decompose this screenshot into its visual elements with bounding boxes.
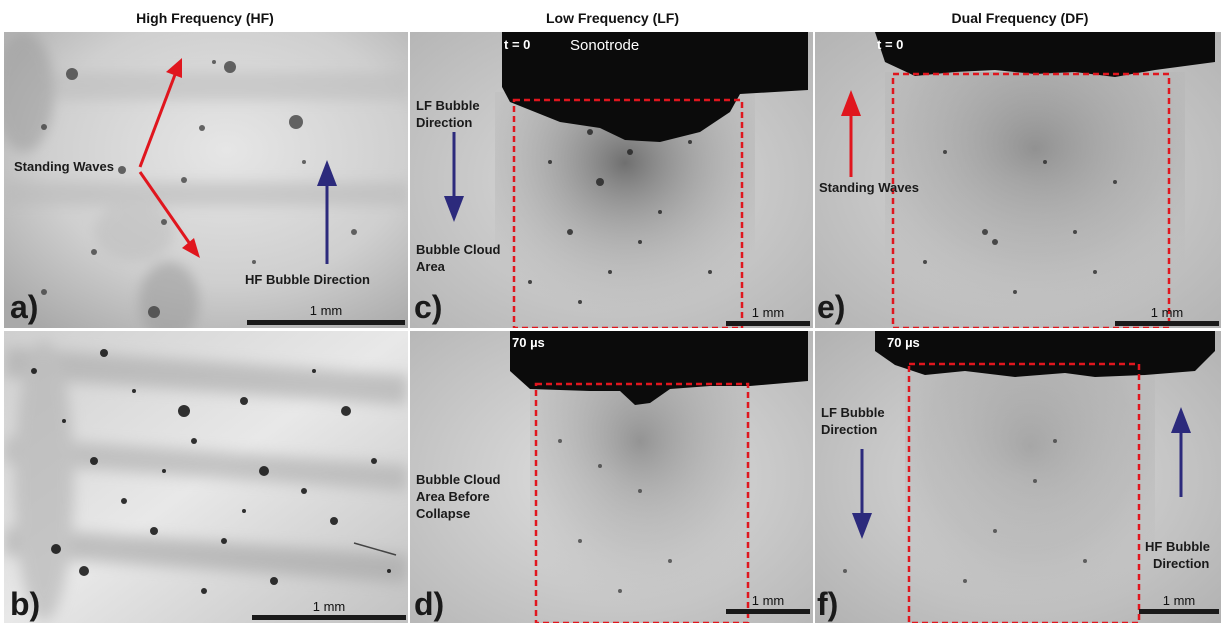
scale-bar-e: [1115, 321, 1219, 326]
column-title-df: Dual Frequency (DF): [951, 10, 1089, 26]
hf-direction-label-f-line2: Direction: [1153, 556, 1210, 571]
panel-letter-d: d): [414, 586, 445, 622]
column-title-hf: High Frequency (HF): [136, 10, 274, 26]
panel-c: t = 0 Sonotrode LF Bubble Direction Bubb…: [410, 32, 813, 328]
standing-waves-label-e: Standing Waves: [819, 180, 919, 195]
panel-c-image: [410, 32, 813, 328]
sonotrode-label: Sonotrode: [570, 37, 640, 54]
column-title-lf: Low Frequency (LF): [546, 10, 679, 26]
cloud-label-d-line2: Area Before: [416, 489, 490, 504]
panel-f-image: [815, 331, 1221, 623]
hf-direction-label-a: HF Bubble Direction: [245, 272, 370, 287]
panel-letter-a: a): [10, 289, 39, 325]
panel-letter-f: f): [817, 586, 839, 622]
time-label-c: t = 0: [504, 37, 531, 52]
panel-b: b) 1 mm: [4, 331, 408, 623]
scale-label-f: 1 mm: [1162, 593, 1196, 608]
panel-a-image: [4, 32, 408, 328]
lf-direction-label-f-line2: Direction: [821, 422, 878, 437]
scale-label-c: 1 mm: [751, 305, 785, 320]
panel-b-image: [4, 331, 408, 623]
cloud-label-d-line1: Bubble Cloud: [416, 472, 501, 487]
lf-direction-label-c-line1: LF Bubble: [416, 98, 480, 113]
scale-bar-b: [252, 615, 406, 620]
panel-a: Standing Waves HF Bubble Direction a) 1 …: [4, 32, 408, 328]
cloud-label-d-line3: Collapse: [416, 506, 471, 521]
panel-e: t = 0 Standing Waves e) 1 mm: [815, 32, 1221, 328]
panel-letter-e: e): [817, 289, 846, 325]
time-label-e: t = 0: [877, 37, 904, 52]
scale-label-e: 1 mm: [1150, 305, 1184, 320]
panel-e-image: [815, 32, 1221, 328]
cloud-label-c-line1: Bubble Cloud: [416, 242, 501, 257]
scale-label-d: 1 mm: [751, 593, 785, 608]
time-label-d: 70 µs: [512, 335, 545, 350]
lf-direction-label-f-line1: LF Bubble: [821, 405, 885, 420]
standing-waves-label-a: Standing Waves: [14, 159, 114, 174]
hf-direction-label-f-line1: HF Bubble: [1145, 539, 1210, 554]
scale-bar-f: [1139, 609, 1219, 614]
scale-bar-d: [726, 609, 810, 614]
panel-letter-b: b): [10, 586, 41, 622]
scale-label-b: 1 mm: [312, 599, 346, 614]
panel-letter-c: c): [414, 289, 443, 325]
panel-d-image: [410, 331, 813, 623]
cloud-label-c-line2: Area: [416, 259, 445, 274]
time-label-f: 70 µs: [887, 335, 920, 350]
scale-label-a: 1 mm: [309, 303, 343, 318]
scale-bar-c: [726, 321, 810, 326]
lf-direction-label-c-line2: Direction: [416, 115, 473, 130]
panel-d: 70 µs Bubble Cloud Area Before Collapse …: [410, 331, 813, 623]
panel-f: 70 µs LF Bubble Direction HF Bubble Dire…: [815, 331, 1221, 623]
scale-bar-a: [247, 320, 405, 325]
